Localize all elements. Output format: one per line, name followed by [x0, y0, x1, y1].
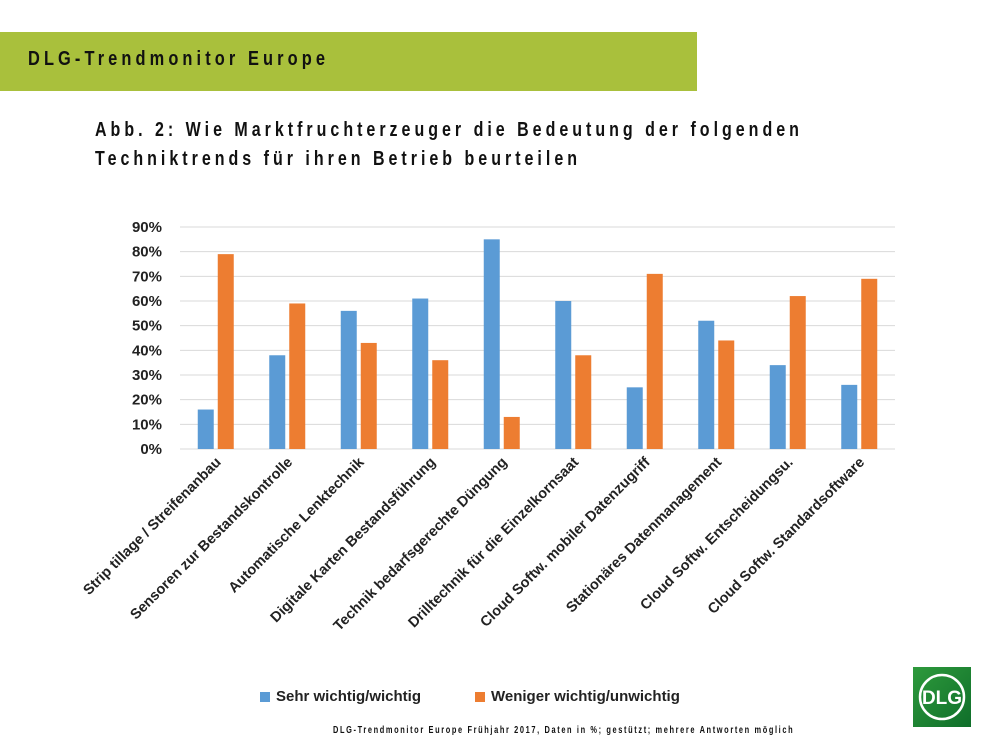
legend-label: Weniger wichtig/unwichtig: [491, 688, 680, 705]
bar-sehr-wichtig: [769, 365, 786, 449]
chart-title-line-2: Techniktrends für ihren Betrieb beurteil…: [95, 148, 581, 170]
y-tick-label: 50%: [132, 318, 162, 335]
bar-weniger-wichtig: [503, 416, 520, 449]
bar-sehr-wichtig: [698, 320, 715, 449]
y-tick-label: 60%: [132, 293, 162, 310]
y-tick-label: 20%: [132, 392, 162, 409]
bar-weniger-wichtig: [646, 273, 663, 449]
bar-sehr-wichtig: [269, 355, 286, 449]
legend-item-series-2: Weniger wichtig/unwichtig: [475, 688, 680, 705]
legend-label: Sehr wichtig/wichtig: [276, 688, 422, 705]
chart-title: Abb. 2: Wie Marktfruchterzeuger die Bede…: [95, 116, 803, 174]
bar-sehr-wichtig: [626, 387, 643, 449]
legend-item-series-1: Sehr wichtig/wichtig: [260, 688, 421, 705]
legend-swatch-orange: [475, 691, 485, 702]
header-banner: [0, 32, 697, 91]
dlg-logo: DLG: [913, 667, 971, 727]
bar-sehr-wichtig: [340, 310, 357, 449]
bar-weniger-wichtig: [718, 340, 735, 449]
bar-weniger-wichtig: [217, 254, 234, 449]
bar-weniger-wichtig: [575, 355, 592, 449]
y-tick-label: 70%: [132, 268, 162, 285]
banner-title: DLG-Trendmonitor Europe: [28, 48, 330, 70]
bar-sehr-wichtig: [555, 301, 572, 449]
x-tick-label: Stationäres Datenmanagement: [563, 454, 725, 616]
bar-chart: 0% 10% 20% 30% 40% 50% 60% 70% 80% 90% Strip tilla…: [81, 219, 895, 634]
bar-weniger-wichtig: [861, 278, 878, 449]
source-footnote: DLG-Trendmonitor Europe Frühjahr 2017, D…: [333, 725, 795, 736]
bar-weniger-wichtig: [789, 296, 806, 449]
bar-sehr-wichtig: [841, 384, 858, 449]
svg-text:DLG: DLG: [922, 688, 962, 709]
x-tick-label: Automatische Lenktechnik: [226, 454, 368, 596]
bar-weniger-wichtig: [360, 342, 377, 449]
bar-weniger-wichtig: [432, 360, 449, 449]
x-tick-label: Cloud Softw. Entscheidungsu.: [638, 455, 797, 614]
chart-title-line-1: Abb. 2: Wie Marktfruchterzeuger die Bede…: [95, 119, 803, 141]
x-tick-label: Cloud Softw. Standardsoftware: [705, 455, 868, 618]
y-tick-label: 80%: [132, 244, 162, 261]
y-tick-label: 0%: [140, 441, 162, 458]
y-tick-label: 10%: [132, 416, 162, 433]
y-tick-label: 90%: [132, 219, 162, 236]
bar-sehr-wichtig: [412, 298, 429, 449]
y-tick-label: 40%: [132, 342, 162, 359]
bar-weniger-wichtig: [289, 303, 306, 449]
x-tick-label: Strip tillage / Streifenanbau: [81, 455, 225, 599]
legend-swatch-blue: [260, 691, 270, 702]
y-tick-label: 30%: [132, 367, 162, 384]
bar-sehr-wichtig: [483, 239, 500, 449]
bar-sehr-wichtig: [197, 409, 214, 449]
